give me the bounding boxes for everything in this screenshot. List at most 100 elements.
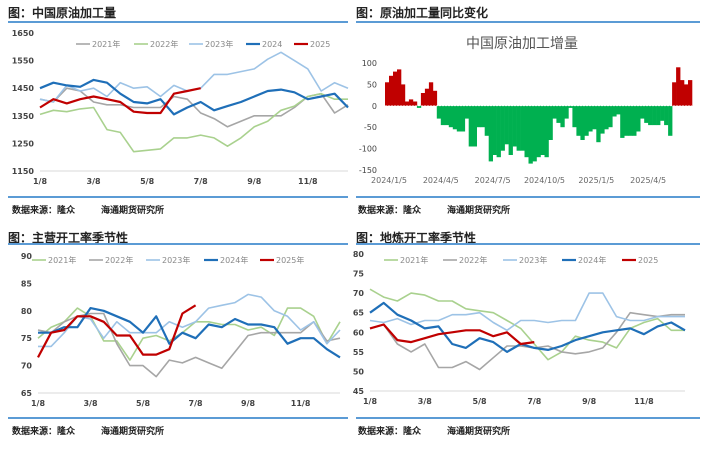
bar bbox=[476, 105, 481, 128]
bar bbox=[440, 105, 446, 126]
legend-label: 2024年 bbox=[220, 255, 248, 265]
bar bbox=[385, 82, 390, 106]
x-tick-label: 7/8 bbox=[194, 177, 208, 186]
source-label: 数据来源：隆众 bbox=[12, 427, 76, 437]
y-tick-label: 75 bbox=[353, 270, 365, 279]
y-tick-label: 70 bbox=[21, 362, 33, 371]
x-tick-label: 11/8 bbox=[634, 397, 654, 406]
y-tick-label: -50 bbox=[364, 123, 377, 132]
divider bbox=[356, 243, 700, 245]
x-tick-label: 1/8 bbox=[363, 397, 377, 406]
y-tick-label: 1550 bbox=[12, 57, 35, 66]
bar bbox=[628, 105, 633, 136]
y-tick-label: 100 bbox=[362, 59, 377, 68]
legend-label: 2024 bbox=[262, 40, 282, 49]
y-tick-label: 1450 bbox=[12, 84, 35, 93]
x-tick-label: 9/8 bbox=[241, 399, 255, 408]
bar bbox=[660, 105, 665, 121]
bar bbox=[504, 105, 509, 145]
source-label: 数据来源：隆众 bbox=[358, 427, 422, 437]
divider bbox=[8, 196, 348, 198]
bar bbox=[592, 105, 597, 130]
bar bbox=[664, 105, 669, 126]
y-tick-label: 0 bbox=[372, 102, 377, 111]
bar bbox=[532, 105, 537, 162]
bar bbox=[572, 105, 577, 128]
y-tick-label: 75 bbox=[21, 334, 33, 343]
y-tick-label: 1250 bbox=[12, 139, 35, 148]
series-line-2025年 bbox=[37, 304, 197, 358]
panel-title: 图：地炼开工率季节性 bbox=[356, 231, 477, 245]
bar bbox=[488, 105, 493, 162]
bar bbox=[516, 105, 521, 151]
bar bbox=[668, 105, 673, 136]
panel-yoy-change: 图：原油加工量同比变化 -150 -100 -50 0 50 100 中国原油加工增量 202… bbox=[352, 0, 704, 225]
bar bbox=[448, 105, 454, 128]
bar bbox=[648, 105, 653, 126]
series-line-2021年 bbox=[369, 288, 685, 361]
y-tick-label: 60 bbox=[353, 328, 365, 337]
panel-title: 图：原油加工量同比变化 bbox=[356, 6, 489, 20]
panel-main-refinery-rate: 图：主营开工率季节性 65 70 75 80 85 90 1/8 3/8 5/8 7/8 9/8 11… bbox=[0, 225, 352, 450]
x-tick-label: 2025/1/5 bbox=[578, 176, 614, 185]
bar bbox=[484, 105, 489, 136]
panel-crude-throughput: 图：中国原油加工量 1150 1250 1350 1450 1550 1650 1/8 3/8… bbox=[0, 0, 352, 225]
x-tick-label: 1/8 bbox=[31, 399, 45, 408]
x-tick-label: 5/8 bbox=[473, 397, 487, 406]
x-tick-label: 2024/1/5 bbox=[371, 176, 407, 185]
bar bbox=[512, 105, 517, 147]
y-tick-label: 65 bbox=[21, 389, 33, 398]
y-tick-label: -100 bbox=[359, 145, 377, 154]
bar bbox=[528, 105, 533, 164]
bar bbox=[636, 105, 641, 132]
source-org: 海通期货研究所 bbox=[447, 206, 511, 216]
bar bbox=[397, 69, 402, 106]
x-tick-label: 7/8 bbox=[189, 399, 203, 408]
bar bbox=[420, 93, 426, 106]
x-tick-label: 9/8 bbox=[582, 397, 596, 406]
bar bbox=[584, 105, 589, 136]
x-tick-label: 5/8 bbox=[136, 399, 150, 408]
bar bbox=[676, 67, 681, 106]
bar bbox=[560, 105, 565, 128]
bar bbox=[480, 105, 485, 128]
bar bbox=[464, 105, 469, 119]
x-tick-label: 2025/4/5 bbox=[630, 176, 666, 185]
bar bbox=[576, 105, 581, 136]
legend-label: 2021年 bbox=[400, 255, 428, 265]
bar bbox=[548, 105, 553, 140]
legend-label: 2022年 bbox=[150, 39, 178, 49]
panel-title: 图：中国原油加工量 bbox=[8, 6, 117, 20]
x-tick-label: 3/8 bbox=[87, 177, 101, 186]
series-line-2024年 bbox=[369, 301, 686, 354]
legend-label: 2024年 bbox=[578, 255, 606, 265]
bar bbox=[404, 101, 410, 106]
source-label: 数据来源：隆众 bbox=[358, 206, 422, 216]
y-tick-label: 1650 bbox=[12, 29, 35, 38]
bar bbox=[552, 105, 557, 119]
legend-label: 2025 bbox=[310, 40, 330, 49]
y-tick-label: 85 bbox=[21, 279, 33, 288]
bar bbox=[632, 105, 637, 136]
x-tick-label: 11/8 bbox=[291, 399, 311, 408]
x-tick-label: 3/8 bbox=[418, 397, 432, 406]
x-tick-label: 2024/7/5 bbox=[475, 176, 511, 185]
divider bbox=[356, 196, 700, 198]
bar bbox=[428, 82, 434, 106]
source-label: 数据来源：隆众 bbox=[12, 206, 76, 216]
y-tick-label: 1350 bbox=[12, 112, 35, 121]
bar bbox=[536, 105, 541, 158]
bar bbox=[556, 105, 561, 123]
bar bbox=[564, 105, 569, 119]
x-tick-label: 2024/10/5 bbox=[524, 176, 565, 185]
x-tick-label: 5/8 bbox=[140, 177, 154, 186]
bar bbox=[472, 105, 477, 147]
bar bbox=[568, 105, 573, 108]
x-tick-label: 1/8 bbox=[33, 177, 47, 186]
chart-independent-refinery-rate: 45 50 55 60 65 70 75 80 1/8 3/8 5/8 7/8 9/8 11/8 2021年… bbox=[353, 250, 686, 406]
bar bbox=[596, 105, 601, 143]
bar bbox=[588, 105, 593, 132]
legend-label: 2025年 bbox=[276, 255, 304, 265]
bar bbox=[520, 105, 525, 151]
